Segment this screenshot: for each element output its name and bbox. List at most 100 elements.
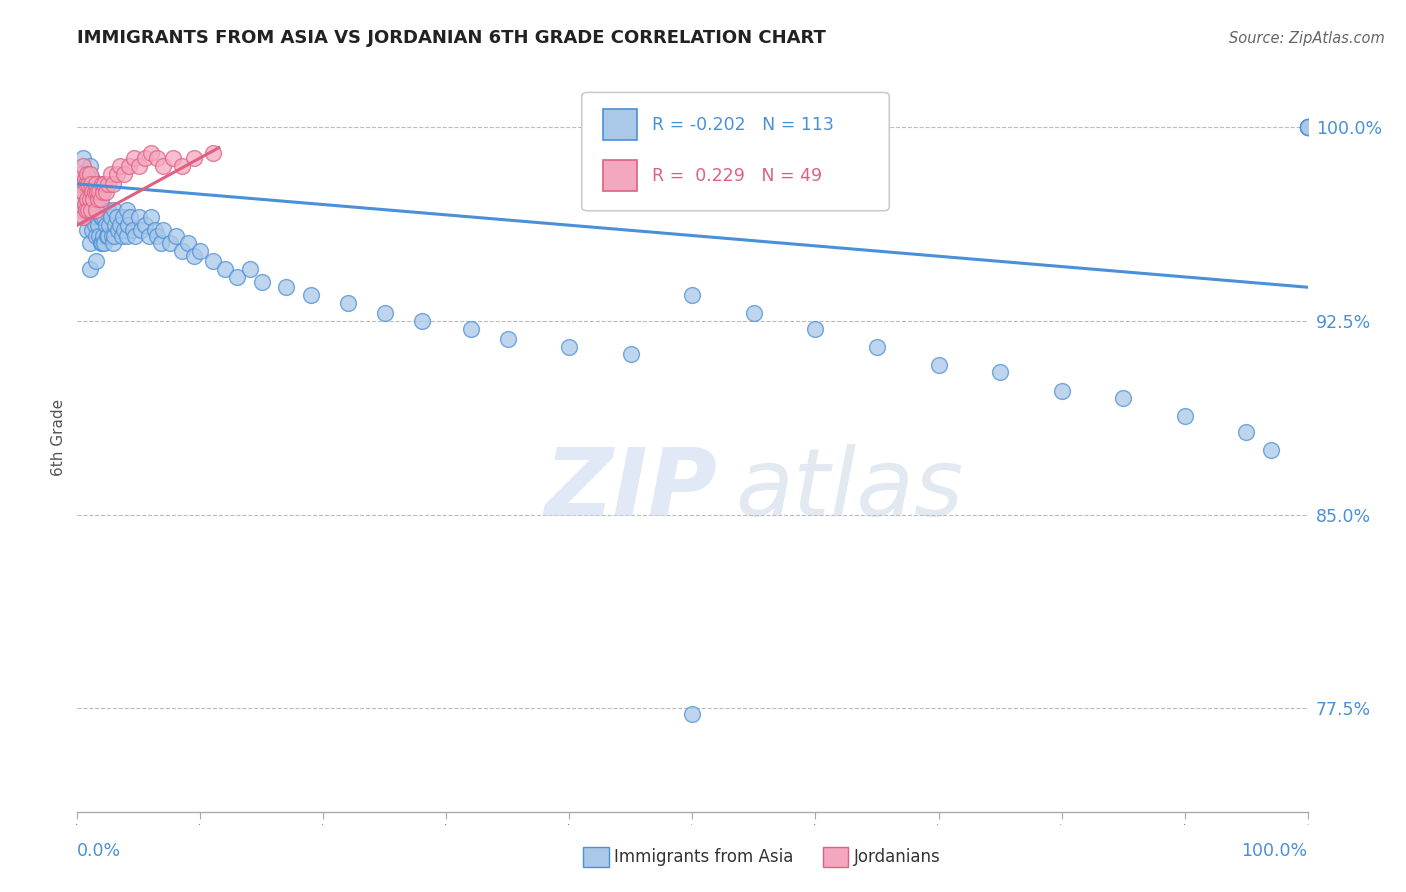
- Point: [79, 211, 101, 225]
- Text: Source: ZipAtlas.com: Source: ZipAtlas.com: [1229, 31, 1385, 46]
- Point: [89, 202, 111, 217]
- Text: R = -0.202   N = 113: R = -0.202 N = 113: [652, 116, 834, 134]
- Bar: [603, 109, 637, 140]
- Point: [165, 228, 187, 243]
- Text: 100.0%: 100.0%: [1241, 842, 1308, 860]
- Point: [98, 218, 121, 232]
- Point: [988, 366, 1011, 380]
- Point: [183, 249, 205, 263]
- Point: [84, 202, 107, 217]
- Text: 0.0%: 0.0%: [77, 842, 121, 860]
- Point: [496, 332, 519, 346]
- Point: [79, 262, 101, 277]
- Point: [170, 159, 193, 173]
- Point: [558, 340, 581, 354]
- Point: [1296, 120, 1319, 134]
- Point: [91, 185, 114, 199]
- Point: [83, 185, 105, 199]
- Point: [129, 223, 153, 237]
- Point: [682, 288, 704, 302]
- Y-axis label: 6th Grade: 6th Grade: [51, 399, 66, 475]
- Point: [201, 145, 224, 160]
- Point: [141, 211, 163, 225]
- Point: [146, 151, 169, 165]
- Point: [134, 218, 156, 232]
- Point: [97, 177, 120, 191]
- Point: [110, 159, 132, 173]
- Point: [1296, 120, 1319, 134]
- Point: [105, 211, 128, 225]
- Point: [97, 202, 120, 217]
- Point: [72, 151, 94, 165]
- FancyBboxPatch shape: [582, 93, 890, 211]
- Point: [90, 236, 112, 251]
- Point: [742, 306, 765, 320]
- Point: [84, 177, 107, 191]
- Point: [928, 358, 950, 372]
- Point: [97, 228, 120, 243]
- Point: [93, 236, 115, 251]
- Point: [804, 321, 827, 335]
- Point: [121, 223, 143, 237]
- Point: [90, 211, 114, 225]
- Point: [105, 167, 128, 181]
- Text: Jordanians: Jordanians: [853, 848, 941, 866]
- Point: [337, 295, 360, 310]
- Point: [75, 193, 97, 207]
- Point: [96, 228, 118, 243]
- Point: [93, 177, 115, 191]
- Point: [620, 347, 643, 361]
- Point: [143, 223, 166, 237]
- Point: [89, 185, 111, 199]
- Text: IMMIGRANTS FROM ASIA VS JORDANIAN 6TH GRADE CORRELATION CHART: IMMIGRANTS FROM ASIA VS JORDANIAN 6TH GR…: [77, 29, 827, 47]
- Point: [150, 236, 173, 251]
- Point: [110, 218, 132, 232]
- Point: [103, 228, 125, 243]
- Point: [214, 262, 236, 277]
- Point: [84, 177, 107, 191]
- Point: [1296, 120, 1319, 134]
- Point: [1296, 120, 1319, 134]
- Point: [1260, 442, 1282, 457]
- Point: [84, 202, 107, 217]
- Point: [411, 314, 433, 328]
- Point: [183, 151, 205, 165]
- Point: [90, 236, 114, 251]
- Point: [120, 211, 142, 225]
- Point: [84, 254, 107, 268]
- Point: [79, 167, 101, 181]
- Point: [90, 185, 114, 199]
- Text: ZIP: ZIP: [546, 443, 717, 535]
- Point: [82, 211, 104, 225]
- Point: [91, 202, 114, 217]
- Point: [77, 202, 100, 217]
- Point: [1296, 120, 1319, 134]
- Point: [70, 202, 93, 217]
- Point: [89, 228, 111, 243]
- Point: [76, 197, 98, 211]
- Point: [111, 211, 134, 225]
- Point: [1234, 425, 1257, 439]
- Point: [1174, 409, 1197, 424]
- Point: [226, 269, 249, 284]
- Point: [117, 218, 139, 232]
- Point: [90, 193, 112, 207]
- Point: [118, 159, 141, 173]
- Point: [100, 167, 122, 181]
- Point: [75, 167, 97, 181]
- Point: [80, 202, 103, 217]
- Point: [76, 193, 98, 207]
- Point: [112, 167, 135, 181]
- Point: [91, 228, 114, 243]
- Point: [72, 211, 94, 225]
- Point: [1296, 120, 1319, 134]
- Text: Immigrants from Asia: Immigrants from Asia: [614, 848, 794, 866]
- Point: [682, 706, 704, 721]
- Point: [1296, 120, 1319, 134]
- Point: [115, 202, 138, 217]
- Point: [152, 159, 174, 173]
- Point: [146, 228, 169, 243]
- Point: [134, 151, 156, 165]
- Point: [79, 193, 101, 207]
- Point: [93, 211, 115, 225]
